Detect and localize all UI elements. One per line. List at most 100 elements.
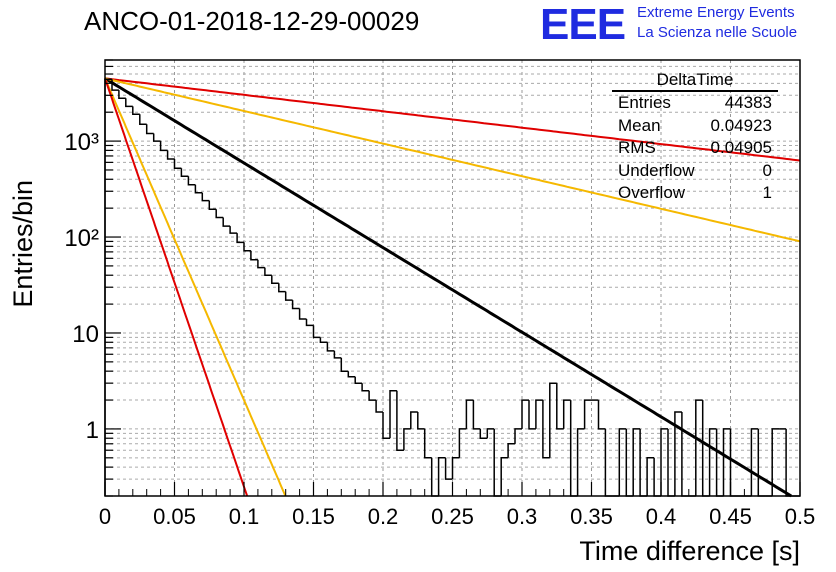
histogram-bin <box>653 457 661 497</box>
stats-label: Underflow <box>618 160 695 180</box>
x-tick-label: 0.4 <box>646 504 677 529</box>
histogram-bin <box>312 325 321 339</box>
histogram-bin <box>451 457 460 480</box>
x-tick-label: 0.5 <box>785 504 816 529</box>
histogram-bin <box>660 428 668 496</box>
x-tick-label: 0.2 <box>368 504 399 529</box>
histogram-bin <box>708 428 717 496</box>
series-fit <box>104 77 792 498</box>
histogram-bin <box>701 400 710 497</box>
histogram-bin <box>145 124 154 135</box>
x-tick-label: 0 <box>99 504 111 529</box>
histogram-bin <box>152 133 161 142</box>
histogram-bin <box>583 399 592 429</box>
eee-logo: EEE <box>540 0 626 49</box>
histogram-bin <box>284 291 293 301</box>
histogram-bin <box>396 390 404 451</box>
histogram-bin <box>542 400 550 459</box>
histogram-bin <box>632 428 641 496</box>
histogram-bin <box>458 428 467 458</box>
histogram-bin <box>298 308 307 320</box>
x-tick-label: 0.25 <box>431 504 474 529</box>
histogram-bin <box>576 428 585 496</box>
histogram-bin <box>639 428 648 497</box>
stats-row-rms: RMS 0.04905 <box>612 137 778 160</box>
y-tick-label: 1 <box>86 417 99 444</box>
histogram-bin <box>194 184 203 194</box>
x-tick-label: 0.05 <box>153 504 196 529</box>
histogram-bin <box>118 90 126 99</box>
histogram-bin <box>264 267 272 276</box>
histogram-bin <box>326 342 335 352</box>
series-upper-rate-yellow <box>104 77 801 243</box>
histogram-bin <box>271 275 279 284</box>
histogram-bin <box>368 390 377 401</box>
y-tick-label: 10² <box>64 225 99 252</box>
histogram-bin <box>208 200 217 210</box>
histogram-bin <box>354 376 363 384</box>
histogram-bin <box>382 412 390 439</box>
histogram-bin <box>319 337 328 344</box>
histogram-bin <box>722 428 731 496</box>
y-tick-label: 10³ <box>64 129 99 156</box>
histogram-bin <box>785 428 793 497</box>
histogram-bin <box>305 319 314 327</box>
stats-row-mean: Mean 0.04923 <box>612 115 778 138</box>
histogram-bin <box>257 259 265 269</box>
histogram-bin <box>597 400 606 430</box>
stats-label: Overflow <box>618 183 686 202</box>
histogram-bin <box>507 443 515 458</box>
grid <box>104 59 801 497</box>
histogram-bin <box>618 428 627 496</box>
histogram-bin <box>472 400 481 430</box>
x-tick-label: 0.35 <box>570 504 613 529</box>
logo-line-1: Extreme Energy Events <box>637 4 795 21</box>
histogram-bin <box>236 233 244 244</box>
stats-row-overflow: Overflow 1 <box>612 182 778 205</box>
stats-label: RMS <box>618 138 656 157</box>
histogram-bin <box>528 400 536 430</box>
histogram-bin <box>757 428 766 497</box>
histogram-bin <box>514 428 522 444</box>
x-tick-label: 0.15 <box>292 504 335 529</box>
histogram-bin <box>166 150 175 160</box>
stats-row-underflow: Underflow 0 <box>612 160 778 183</box>
histogram-bin <box>535 399 543 429</box>
histogram-bin <box>681 412 689 497</box>
histogram-bin <box>521 399 529 429</box>
histogram-bin <box>340 357 349 372</box>
histogram-bin <box>139 114 147 125</box>
histogram-bin <box>278 283 286 293</box>
chart-title: ANCO-01-2018-12-29-00029 <box>84 6 420 36</box>
histogram-bin <box>771 428 780 496</box>
histogram-bin <box>430 457 439 497</box>
histogram-bin <box>667 428 675 497</box>
histogram-bin <box>715 428 724 497</box>
histogram-bin <box>549 382 557 458</box>
histogram-bin <box>417 412 425 430</box>
histogram-bin <box>403 428 411 451</box>
histogram-bin <box>125 98 133 108</box>
histogram-bin <box>333 350 342 359</box>
histogram-bin <box>556 383 564 430</box>
histogram-bin <box>347 371 356 378</box>
histogram-bin <box>444 457 453 480</box>
stats-row-entries: Entries 44383 <box>612 92 778 115</box>
x-tick-label: 0.1 <box>229 504 260 529</box>
histogram-bin <box>187 176 196 186</box>
histogram-bin <box>750 428 759 496</box>
stats-value: 1 <box>762 183 772 202</box>
histogram-bin <box>215 209 224 219</box>
y-axis-label: Entries/bin <box>8 180 38 308</box>
histogram-bin <box>389 390 397 439</box>
histogram-bin <box>493 428 502 497</box>
histogram-bin <box>410 411 418 429</box>
tick-labels: 0 0.05 0.1 0.15 0.2 0.25 0.3 0.35 0.4 0.45 0.51101… <box>64 129 815 529</box>
axis-ticks <box>104 59 801 497</box>
histogram-bin <box>423 428 432 459</box>
histogram-bin <box>604 428 613 497</box>
stats-value: 0 <box>762 160 772 180</box>
stats-label: Mean <box>618 115 661 135</box>
histogram-bin <box>646 457 655 496</box>
histogram-bin <box>562 399 571 429</box>
